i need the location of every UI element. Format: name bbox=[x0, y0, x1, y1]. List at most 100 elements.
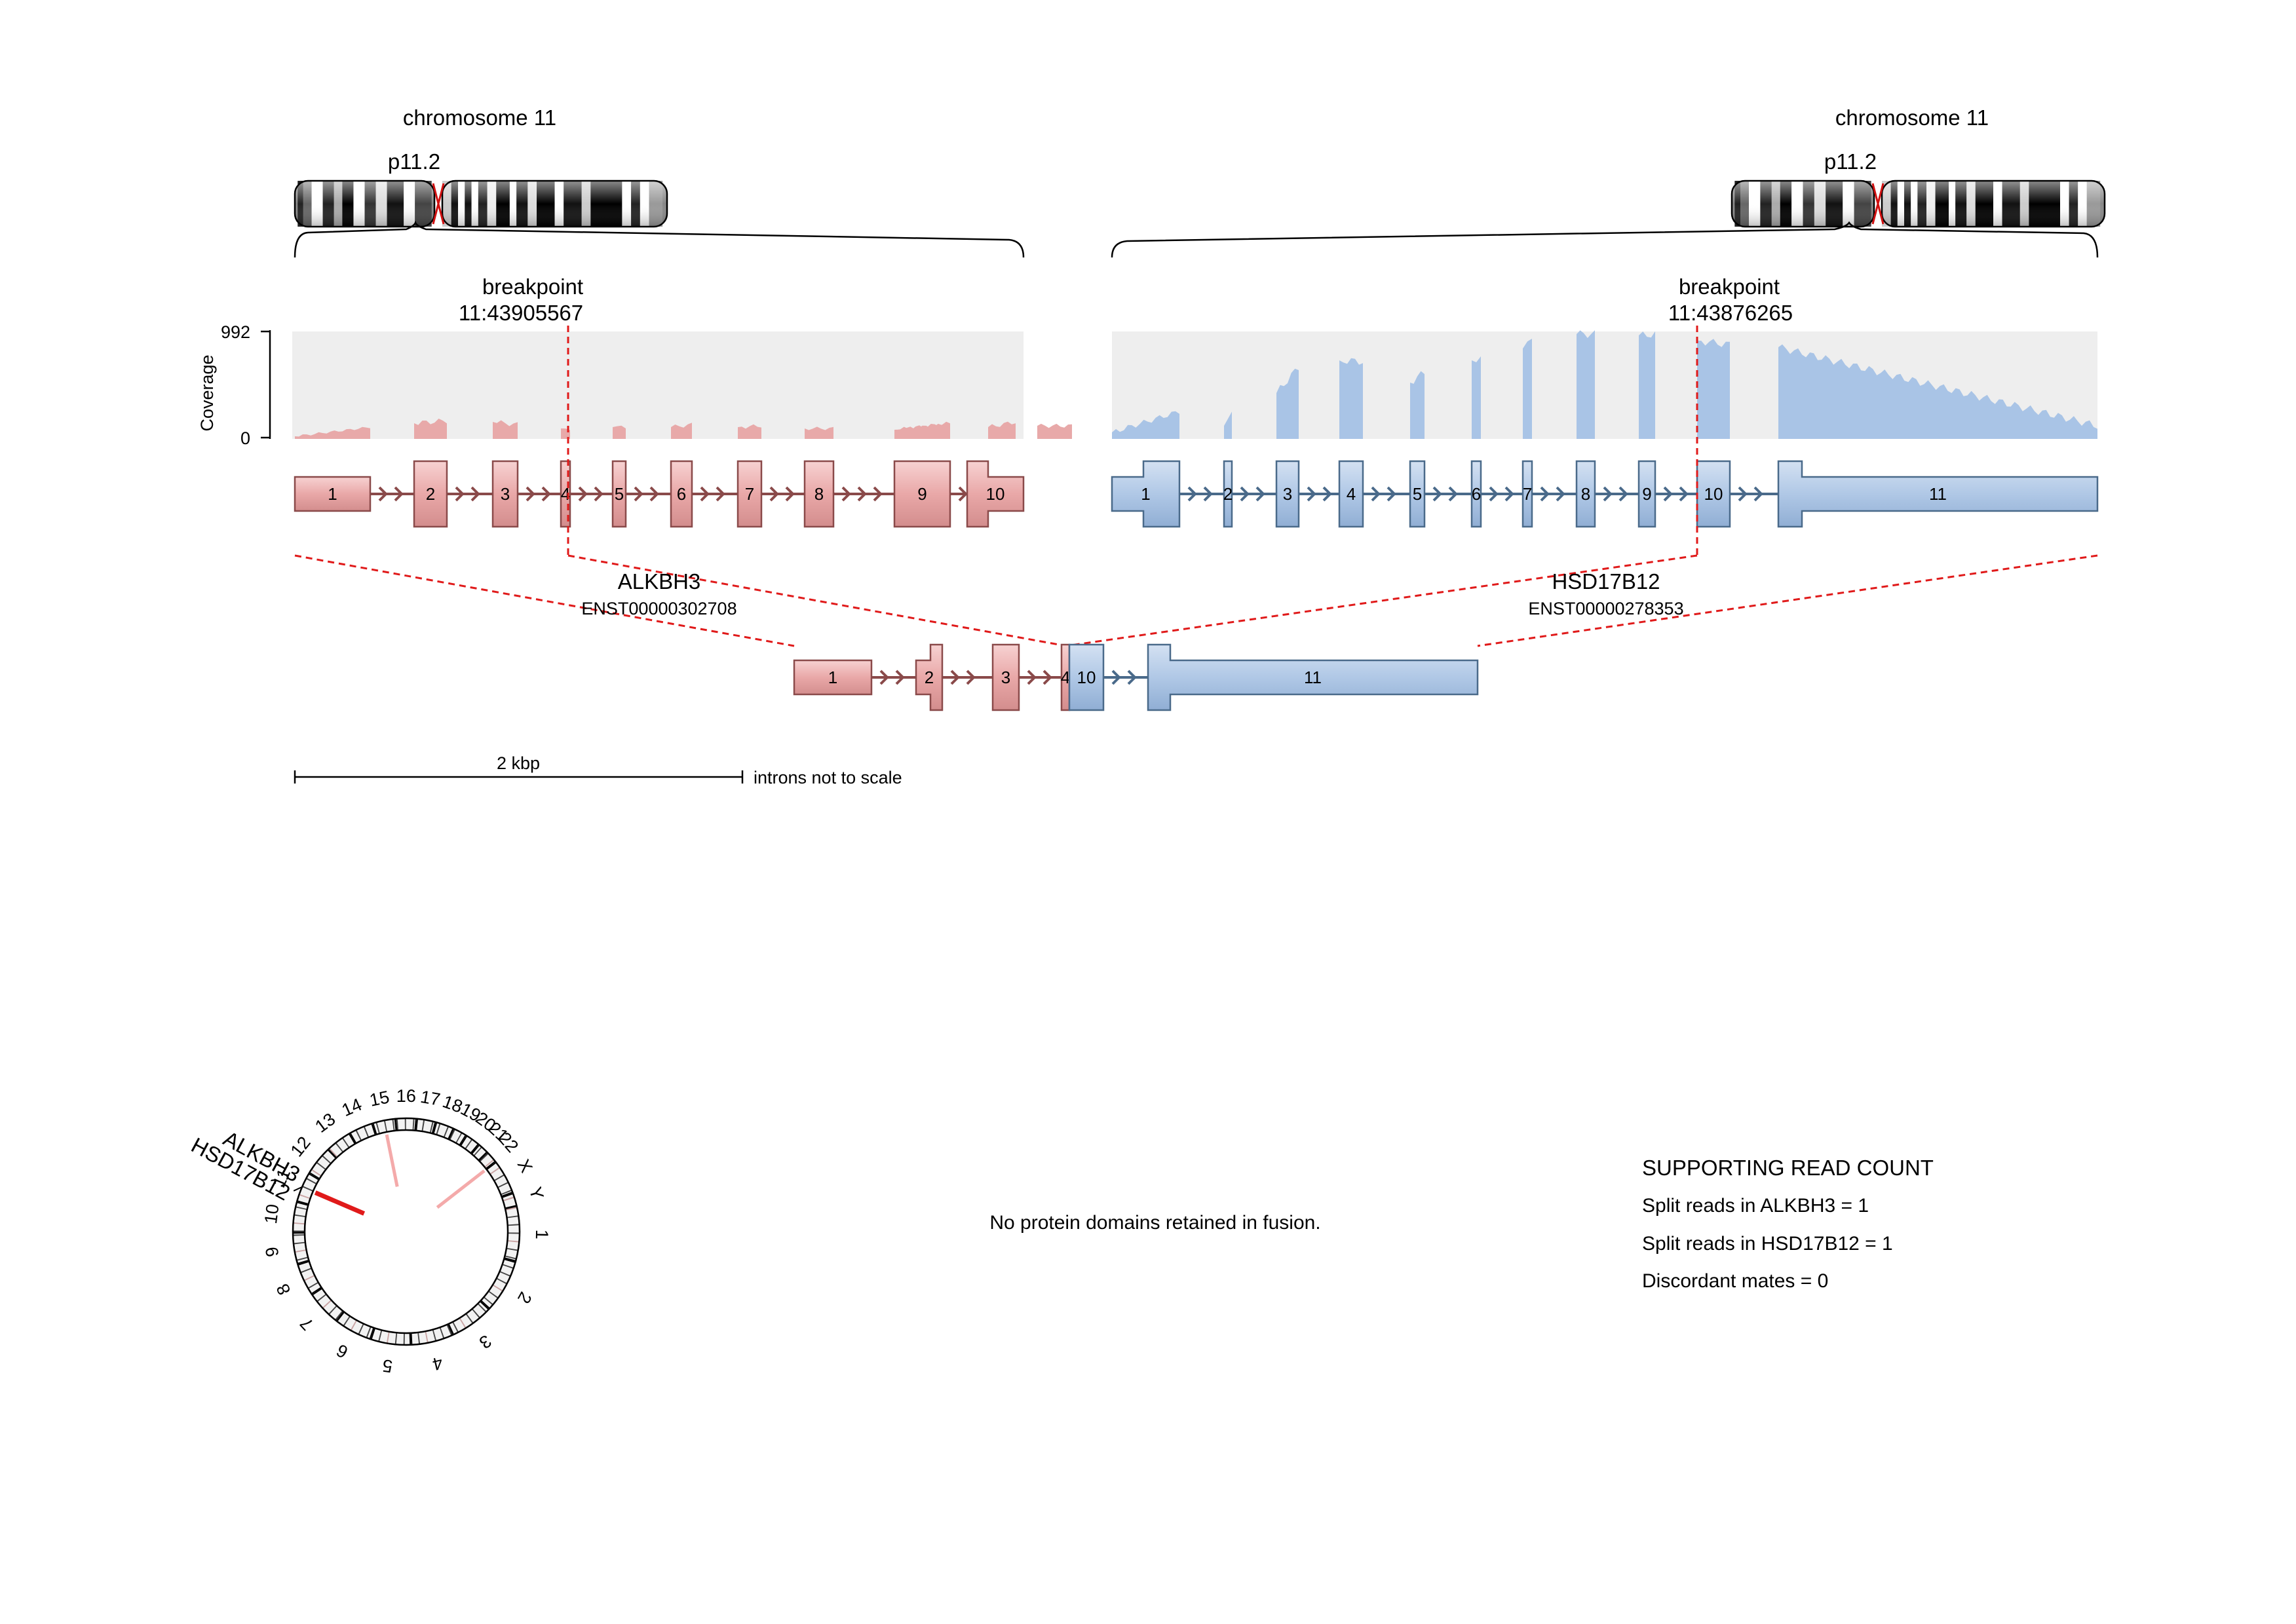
gene2-exon-3: 3 bbox=[1275, 460, 1300, 528]
gene1-exon-6: 6 bbox=[670, 460, 693, 528]
gene1-intron-6-strand-arrow bbox=[700, 486, 710, 502]
circos-label-chr4: 4 bbox=[430, 1353, 445, 1374]
fusion-exon-gene2-11-label: 11 bbox=[1304, 668, 1322, 687]
gene2-exon-11-box bbox=[1777, 460, 2099, 528]
gene1-exon-3-box bbox=[491, 460, 519, 528]
fusion-intron-2-strand-arrow bbox=[950, 670, 960, 685]
circos-label-chr7: 7 bbox=[296, 1313, 317, 1334]
gene2-exon-6-box bbox=[1470, 460, 1482, 528]
chromosome-label-right: chromosome 11 bbox=[1835, 105, 1989, 130]
gene2-intron-2-strand-arrow bbox=[1240, 486, 1250, 502]
gene1-exon-10-box bbox=[966, 460, 1025, 528]
gene2-intron-8-strand-arrow bbox=[1618, 486, 1628, 502]
gene1-intron-1-strand-arrow bbox=[378, 486, 388, 502]
gene1-exon-2-box bbox=[413, 460, 448, 528]
gene2-exon-11: 11 bbox=[1777, 460, 2099, 528]
fusion-exon-gene1-3: 3 bbox=[991, 643, 1020, 711]
circos-label-chr3: 3 bbox=[476, 1331, 495, 1353]
gene1-intron-4-strand-arrow bbox=[594, 486, 603, 502]
fusion-exon-gene1-4-label: 4 bbox=[1061, 668, 1070, 687]
gene-model-gene1: 1 2 3 4 5 6 7 8 9 10 bbox=[294, 460, 1025, 528]
circos-label-chr9: 9 bbox=[261, 1245, 282, 1258]
scale-bar-note: introns not to scale bbox=[754, 768, 902, 787]
circos-link-fusion bbox=[314, 1190, 366, 1216]
chromosome-ideogram-left bbox=[294, 179, 668, 228]
coverage-min-label: 0 bbox=[240, 428, 250, 448]
gene1-exon-5: 5 bbox=[611, 460, 627, 528]
fusion-exon-gene1-2: 2 bbox=[915, 643, 944, 711]
gene2-intron-1-strand-arrow bbox=[1203, 486, 1213, 502]
gene2-exon-8: 8 bbox=[1575, 460, 1596, 528]
gene1-exon-5-label: 5 bbox=[615, 484, 624, 504]
circos-label-chr16: 16 bbox=[396, 1086, 416, 1106]
gene1-intron-7-strand-arrow bbox=[769, 486, 779, 502]
circos-chromosome-3 bbox=[448, 1300, 490, 1336]
gene2-intron-9-strand-arrow bbox=[1663, 486, 1673, 502]
gene2-exon-10-box bbox=[1696, 460, 1731, 528]
fusion-exon-gene1-4: 4 bbox=[1060, 643, 1071, 711]
gene2-exon-5-box bbox=[1409, 460, 1426, 528]
gene2-exon-4: 4 bbox=[1338, 460, 1364, 528]
gene2-intron-4-strand-arrow bbox=[1387, 486, 1396, 502]
fusion-exon-gene1-2-label: 2 bbox=[925, 668, 934, 687]
gene2-exon-1-label: 1 bbox=[1141, 484, 1150, 504]
gene2-exon-7: 7 bbox=[1521, 460, 1533, 528]
gene1-exon-3: 3 bbox=[491, 460, 519, 528]
fusion-intron-3-strand-arrow bbox=[1027, 670, 1037, 685]
circos-label-chr12: 12 bbox=[287, 1133, 315, 1160]
gene2-transcript: ENST00000278353 bbox=[1528, 599, 1683, 618]
gene2-exon-2: 2 bbox=[1223, 460, 1233, 528]
gene2-exon-9-box bbox=[1637, 460, 1656, 528]
circos-label-chr5: 5 bbox=[381, 1355, 394, 1376]
gene2-exon-9: 9 bbox=[1637, 460, 1656, 528]
circos-label-chr2: 2 bbox=[514, 1289, 536, 1307]
zoom-bracket-right bbox=[1111, 221, 2099, 258]
gene2-intron-3-strand-arrow bbox=[1322, 486, 1332, 502]
fusion-exon-gene1-1-box bbox=[793, 659, 873, 696]
gene1-exon-1: 1 bbox=[294, 476, 372, 512]
gene1-exon-10: 10 bbox=[966, 460, 1025, 528]
gene1-intron-5-strand-arrow bbox=[634, 486, 643, 502]
circos-label-chr15: 15 bbox=[368, 1087, 391, 1110]
gene2-exon-6-label: 6 bbox=[1472, 484, 1481, 504]
gene2-exon-1-box bbox=[1111, 460, 1181, 528]
gene1-exon-8-box bbox=[803, 460, 835, 528]
gene1-intron-5-strand-arrow bbox=[649, 486, 659, 502]
circos-label-chr17: 17 bbox=[419, 1087, 442, 1110]
circos-chromosome-6 bbox=[335, 1311, 375, 1340]
coverage-panel-gene1 bbox=[292, 331, 1024, 439]
circos-link-chr15 bbox=[385, 1134, 399, 1187]
gene2-exon-6: 6 bbox=[1470, 460, 1482, 528]
gene2-intron-8-strand-arrow bbox=[1603, 486, 1613, 502]
fusion-exon-gene1-3-box bbox=[991, 643, 1020, 711]
breakpoint-title-left: breakpoint bbox=[482, 274, 583, 299]
fusion-intron-3-strand-arrow bbox=[1043, 670, 1052, 685]
gene2-exon-8-label: 8 bbox=[1581, 484, 1590, 504]
gene1-intron-9-strand-arrow bbox=[958, 486, 968, 502]
breakpoint-position-right: 11:43876265 bbox=[1668, 301, 1793, 325]
gene2-intron-10-strand-arrow bbox=[1753, 486, 1763, 502]
circos-chromosome-16 bbox=[395, 1117, 417, 1131]
gene2-intron-2-strand-arrow bbox=[1255, 486, 1265, 502]
coverage-area-gene1 bbox=[295, 419, 1072, 439]
fusion-transcript: 1 2 3 4 10 11 bbox=[793, 643, 1479, 711]
gene1-exon-9-label: 9 bbox=[917, 484, 927, 504]
gene1-intron-8-strand-arrow bbox=[873, 486, 883, 502]
gene2-exon-10-label: 10 bbox=[1704, 484, 1723, 504]
gene1-intron-1-strand-arrow bbox=[394, 486, 404, 502]
circos-chromosome-5 bbox=[370, 1327, 411, 1346]
fusion-exon-gene2-10: 10 bbox=[1068, 643, 1105, 711]
gene1-intron-8-strand-arrow bbox=[841, 486, 851, 502]
gene2-exon-11-label: 11 bbox=[1929, 484, 1947, 504]
gene2-intron-7-strand-arrow bbox=[1540, 486, 1550, 502]
gene1-intron-4-strand-arrow bbox=[578, 486, 588, 502]
circos-gene-pointer bbox=[293, 1186, 303, 1192]
gene2-exon-1: 1 bbox=[1111, 460, 1181, 528]
circos-label-chrY: Y bbox=[526, 1184, 548, 1201]
fusion-exon-gene2-11-box bbox=[1147, 643, 1479, 711]
gene1-exon-2: 2 bbox=[413, 460, 448, 528]
gene1-intron-7-strand-arrow bbox=[785, 486, 795, 502]
protein-domains-message: No protein domains retained in fusion. bbox=[989, 1212, 1320, 1234]
chromosome-left-p-arm bbox=[294, 179, 436, 228]
